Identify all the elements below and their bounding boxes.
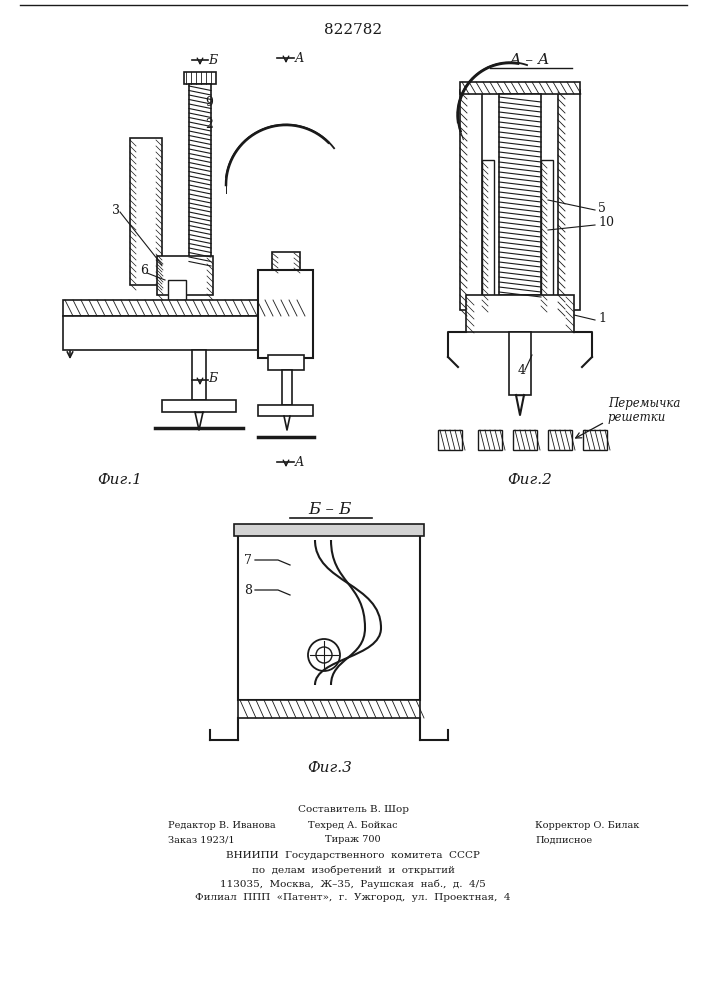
Text: Подписное: Подписное: [535, 836, 592, 844]
Bar: [268, 355, 304, 370]
Text: Составитель В. Шор: Составитель В. Шор: [298, 806, 409, 814]
Text: 3: 3: [112, 204, 120, 217]
Bar: [499, 94, 541, 295]
Bar: [548, 430, 572, 450]
Text: 1: 1: [598, 312, 606, 324]
Text: А: А: [295, 51, 305, 64]
Bar: [258, 270, 313, 358]
Text: 4: 4: [518, 363, 526, 376]
Text: 10: 10: [598, 217, 614, 230]
Bar: [168, 280, 186, 300]
Text: 7: 7: [244, 554, 252, 566]
Text: ВНИИПИ  Государственного  комитета  СССР: ВНИИПИ Государственного комитета СССР: [226, 852, 480, 860]
Text: Тираж 700: Тираж 700: [325, 836, 381, 844]
Text: Филиал  ППП  «Патент»,  г.  Ужгород,  ул.  Проектная,  4: Филиал ППП «Патент», г. Ужгород, ул. Про…: [195, 894, 510, 902]
Bar: [466, 295, 574, 332]
Text: Фиг.2: Фиг.2: [508, 473, 552, 487]
Bar: [460, 82, 580, 94]
Text: Б: Б: [208, 371, 217, 384]
Bar: [438, 430, 462, 450]
Text: Фиг.3: Фиг.3: [308, 761, 352, 775]
Bar: [282, 370, 292, 405]
Bar: [509, 332, 531, 395]
Text: А: А: [295, 456, 305, 468]
Text: 822782: 822782: [324, 23, 382, 37]
Bar: [513, 430, 537, 450]
Bar: [258, 405, 313, 416]
Text: решетки: решетки: [608, 412, 667, 424]
Text: А – А: А – А: [510, 53, 550, 67]
Bar: [189, 84, 211, 262]
Bar: [157, 256, 213, 295]
Text: Перемычка: Перемычка: [608, 396, 680, 410]
Bar: [478, 430, 502, 450]
Text: 113035,  Москва,  Ж–35,  Раушская  наб.,  д.  4/5: 113035, Москва, Ж–35, Раушская наб., д. …: [220, 879, 486, 889]
Text: 2: 2: [205, 118, 213, 131]
Bar: [482, 160, 494, 310]
Bar: [136, 140, 156, 283]
Bar: [130, 138, 162, 285]
Bar: [63, 316, 303, 350]
Bar: [558, 90, 580, 310]
Bar: [238, 528, 420, 700]
Bar: [238, 700, 420, 718]
Bar: [192, 350, 206, 400]
Text: Корректор О. Билак: Корректор О. Билак: [535, 822, 639, 830]
Text: Редактор В. Иванова: Редактор В. Иванова: [168, 822, 276, 830]
Bar: [234, 524, 424, 536]
Bar: [184, 72, 216, 84]
Bar: [460, 90, 482, 310]
Text: по  делам  изобретений  и  открытий: по делам изобретений и открытий: [252, 865, 455, 875]
Text: Техред А. Бойкас: Техред А. Бойкас: [308, 822, 398, 830]
Bar: [583, 430, 607, 450]
Text: Заказ 1923/1: Заказ 1923/1: [168, 836, 235, 844]
Text: 6: 6: [140, 263, 148, 276]
Text: Б – Б: Б – Б: [308, 502, 351, 518]
Bar: [541, 160, 553, 310]
Text: 5: 5: [598, 202, 606, 215]
Text: 8: 8: [244, 584, 252, 596]
Text: 9: 9: [205, 96, 213, 108]
Bar: [272, 252, 300, 270]
Text: Фиг.1: Фиг.1: [98, 473, 142, 487]
Bar: [63, 300, 303, 316]
Bar: [162, 400, 236, 412]
Text: Б: Б: [208, 53, 217, 66]
